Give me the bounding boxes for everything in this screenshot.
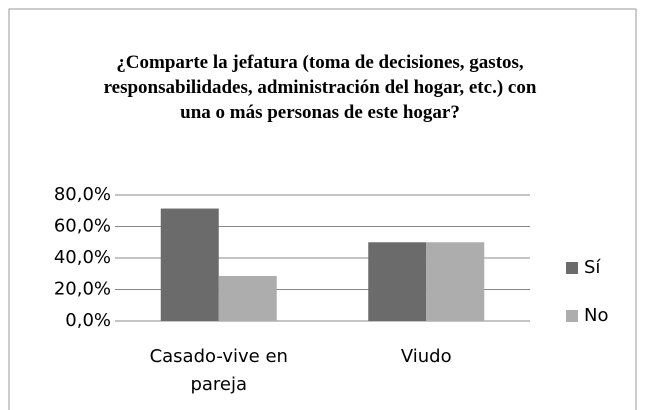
legend-swatch	[566, 310, 578, 322]
frame	[8, 8, 637, 410]
bar	[218, 275, 277, 321]
legend-swatch	[566, 262, 578, 274]
y-tick-label: 0,0%	[65, 310, 111, 331]
legend-label: Sí	[584, 257, 601, 278]
chart-title: ¿Comparte la jefatura (toma de decisione…	[103, 52, 537, 123]
y-tick-label: 60,0%	[54, 216, 111, 237]
bar	[368, 242, 427, 321]
x-tick-label: Viudo	[400, 346, 452, 367]
y-tick-label: 80,0%	[54, 184, 111, 205]
legend-label: No	[584, 305, 608, 326]
y-tick-label: 40,0%	[54, 247, 111, 268]
y-tick-label: 20,0%	[54, 279, 111, 300]
bar	[426, 242, 485, 321]
x-tick-label: Casado-vive en pareja	[149, 346, 288, 395]
bar	[160, 208, 219, 321]
